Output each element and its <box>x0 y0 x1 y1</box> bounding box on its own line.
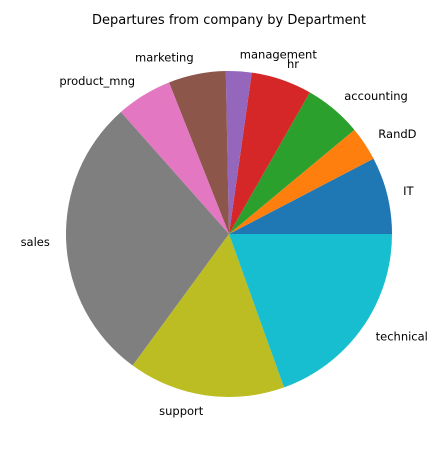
pie-slice-product-mng <box>120 82 229 234</box>
pie-slice-hr <box>229 72 310 234</box>
pie-slices <box>65 70 392 398</box>
pie-slice-it <box>229 158 392 234</box>
slice-label-marketing: marketing <box>135 51 194 65</box>
slice-label-it: IT <box>403 184 414 198</box>
pie-slice-marketing <box>169 71 229 234</box>
chart-title: Departures from company by Department <box>92 13 366 28</box>
slice-label-sales: sales <box>21 235 50 249</box>
pie-slice-technical <box>229 234 392 388</box>
slice-label-randd: RandD <box>378 127 416 141</box>
slice-label-accounting: accounting <box>344 89 408 103</box>
slice-label-hr: hr <box>287 57 299 71</box>
slice-label-technical: technical <box>376 330 428 344</box>
pie-slice-management <box>225 70 252 235</box>
slice-label-support: support <box>159 404 204 418</box>
pie-slice-sales <box>65 112 230 366</box>
pie-slice-randd <box>229 129 374 234</box>
pie-slice-support <box>132 234 285 398</box>
slice-label-management: management <box>240 48 318 62</box>
slice-label-product-mng: product_mng <box>59 74 135 88</box>
pie-slice-accounting <box>229 92 355 235</box>
